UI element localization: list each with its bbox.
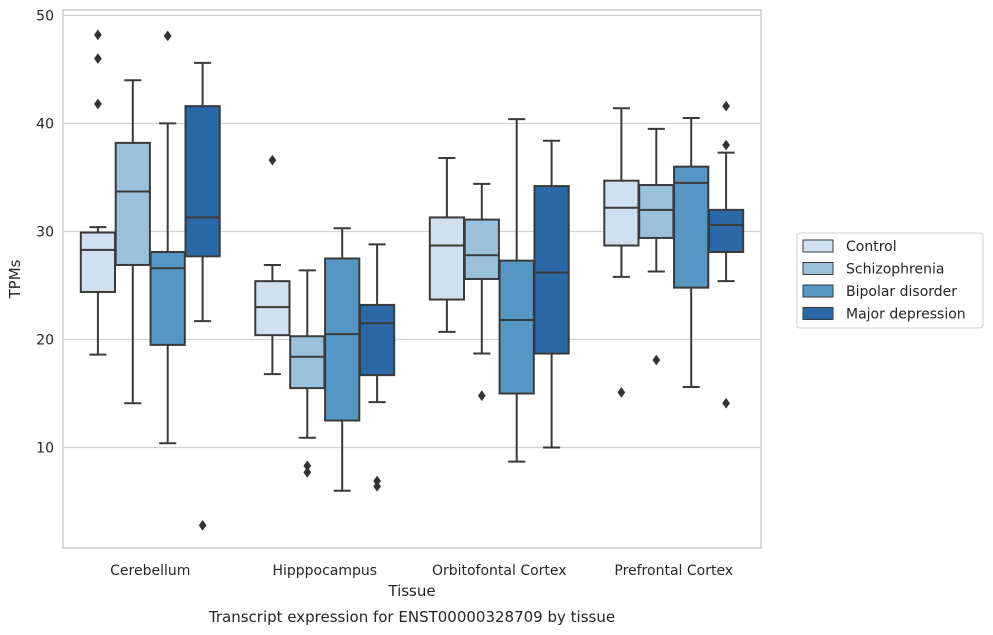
box-iqr — [638, 184, 675, 239]
box-iqr — [533, 185, 570, 355]
box-2-3 — [533, 139, 570, 449]
outlier-point — [617, 387, 626, 398]
legend-swatch — [802, 284, 834, 298]
box-iqr — [603, 179, 640, 247]
x-tick-label: Prefrontal Cortex — [614, 563, 733, 579]
legend-label: Schizophrenia — [846, 262, 944, 278]
outlier-point — [163, 30, 172, 42]
box-iqr — [498, 259, 535, 395]
box-0-2 — [149, 30, 186, 445]
chart-title: Transcript expression for ENST0000032870… — [208, 608, 615, 626]
outlier-point — [477, 390, 486, 402]
box-0-1 — [114, 79, 151, 405]
box-1-2 — [324, 227, 361, 492]
outlier-point — [93, 53, 102, 65]
outlier-point — [373, 480, 382, 492]
box-iqr — [324, 257, 361, 422]
box-3-2 — [673, 117, 710, 389]
outlier-point — [722, 397, 731, 409]
box-0-0 — [79, 29, 117, 356]
y-tick-label: 20 — [36, 332, 54, 348]
legend-label: Major depression — [846, 307, 966, 323]
box-iqr — [254, 280, 291, 337]
legend-swatch — [802, 262, 834, 275]
x-tick-label: Cerebellum — [110, 563, 190, 579]
box-0-3 — [184, 61, 221, 531]
y-tick-label: 50 — [36, 8, 54, 24]
box-iqr — [184, 105, 221, 258]
box-iqr — [673, 165, 710, 289]
x-tick-label: Hipppocampus — [272, 563, 377, 579]
box-1-1 — [289, 269, 326, 478]
box-iqr — [428, 216, 466, 301]
y-tick-label: 40 — [36, 116, 54, 132]
box-2-0 — [428, 157, 466, 333]
box-iqr — [114, 141, 151, 266]
plot-frame — [62, 9, 762, 549]
legend-label: Bipolar disorder — [846, 284, 957, 300]
legend-swatch — [802, 307, 834, 320]
outlier-point — [93, 98, 102, 110]
y-tick-label: 30 — [36, 224, 54, 240]
box-iqr — [79, 231, 117, 293]
box-2-2 — [498, 118, 535, 463]
box-iqr — [463, 218, 500, 281]
box-plots — [79, 29, 745, 531]
x-axis-label: Tissue — [387, 582, 435, 600]
legend-swatch — [802, 239, 834, 253]
legend-frame — [796, 232, 984, 329]
box-3-3 — [707, 100, 745, 409]
outlier-point — [722, 100, 731, 112]
y-axis-label: TPMs — [6, 259, 24, 299]
legend-label: Control — [846, 239, 897, 255]
outlier-point — [652, 354, 661, 366]
box-3-0 — [603, 107, 640, 398]
legend: Control Schizophrenia Bipolar disorder Majo… — [796, 232, 984, 329]
y-tick-labels: 10 20 30 40 50 — [36, 8, 54, 456]
x-tick-labels: Cerebellum Hipppocampus Orbitofontal Corte… — [110, 563, 733, 579]
box-1-3 — [358, 243, 396, 492]
outlier-point — [303, 466, 312, 478]
outlier-point — [722, 139, 731, 151]
box-2-1 — [463, 182, 500, 402]
box-iqr — [707, 208, 745, 253]
box-iqr — [289, 335, 326, 390]
box-1-0 — [254, 154, 291, 376]
box-iqr — [358, 303, 396, 377]
outlier-point — [268, 154, 277, 166]
outlier-point — [198, 519, 207, 531]
x-tick-label: Orbitofontal Cortex — [432, 563, 567, 579]
box-iqr — [149, 250, 186, 346]
outlier-point — [93, 29, 102, 41]
y-tick-label: 10 — [36, 441, 54, 457]
